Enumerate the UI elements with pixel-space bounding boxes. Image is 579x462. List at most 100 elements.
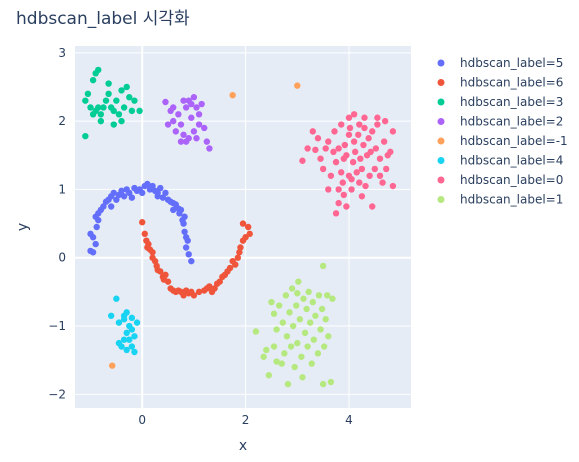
data-point	[115, 111, 123, 118]
data-point	[139, 219, 146, 226]
legend-label: hdbscan_label=-1	[460, 134, 568, 148]
data-point	[162, 98, 169, 106]
y-tick-label: −1	[48, 319, 66, 333]
legend-item: hdbscan_label=0	[437, 173, 563, 187]
data-point	[289, 322, 297, 330]
data-point	[110, 121, 117, 128]
data-point	[300, 295, 307, 302]
data-point	[190, 128, 198, 135]
data-point	[350, 138, 358, 145]
data-point	[345, 114, 353, 121]
data-point	[87, 104, 94, 111]
data-point	[314, 350, 322, 357]
data-point	[345, 131, 353, 138]
legend-marker	[437, 196, 445, 203]
data-point	[193, 104, 200, 111]
data-point	[118, 117, 125, 125]
data-point	[288, 285, 296, 292]
data-point	[154, 193, 161, 200]
data-point	[382, 165, 390, 173]
data-point	[181, 213, 188, 220]
data-point	[128, 314, 136, 322]
data-point	[180, 220, 187, 227]
data-point	[265, 372, 273, 379]
data-point	[273, 326, 280, 333]
data-point	[389, 182, 397, 190]
data-point	[283, 333, 291, 340]
legend-label: hdbscan_label=6	[460, 76, 563, 90]
data-point	[341, 141, 349, 149]
data-point	[145, 240, 152, 248]
data-point	[236, 249, 243, 256]
data-point	[185, 251, 192, 258]
data-point	[346, 124, 354, 132]
data-point	[211, 285, 218, 292]
data-point	[110, 189, 117, 197]
series-points	[299, 111, 397, 217]
legend-label: hdbscan_label=4	[460, 154, 563, 168]
data-point	[120, 316, 128, 323]
data-point	[380, 138, 388, 145]
data-point	[234, 254, 242, 261]
data-point	[195, 288, 203, 296]
grid-lines	[75, 46, 411, 408]
legend-item: hdbscan_label=3	[437, 95, 563, 109]
data-point	[353, 169, 360, 176]
data-point	[387, 148, 394, 156]
data-point	[115, 319, 123, 326]
data-point	[128, 326, 136, 333]
data-point	[294, 290, 301, 297]
data-point	[356, 179, 363, 186]
data-point	[312, 312, 319, 319]
data-point	[120, 104, 128, 111]
data-point	[263, 346, 270, 354]
data-points	[82, 66, 397, 388]
data-point	[213, 280, 221, 287]
data-point	[335, 145, 342, 152]
data-point	[358, 165, 366, 173]
series-points	[252, 262, 336, 388]
legend-marker	[437, 79, 445, 86]
data-point	[100, 203, 107, 210]
data-point	[360, 141, 367, 149]
series-points	[162, 94, 213, 152]
data-point	[190, 94, 198, 101]
data-point	[357, 155, 364, 162]
data-point	[115, 339, 123, 347]
data-point	[335, 199, 342, 207]
y-tick-label: 2	[58, 114, 66, 128]
data-point	[314, 135, 322, 142]
data-point	[270, 343, 278, 350]
data-point	[330, 148, 337, 156]
data-point	[118, 87, 125, 94]
data-point	[369, 128, 376, 135]
legend: hdbscan_label=5 hdbscan_label=6 hdbscan_la…	[437, 56, 568, 207]
series-points	[82, 66, 143, 140]
data-point	[188, 114, 195, 121]
data-point	[356, 121, 363, 128]
data-point	[102, 97, 110, 104]
data-point	[92, 240, 99, 248]
data-point	[376, 172, 384, 179]
data-point	[177, 121, 185, 128]
data-point	[366, 172, 373, 179]
data-point	[294, 339, 301, 347]
x-tick-label: 4	[345, 413, 353, 427]
legend-marker	[437, 98, 445, 106]
series-points	[109, 82, 301, 369]
data-point	[304, 343, 311, 350]
data-point	[107, 203, 115, 210]
legend-label: hdbscan_label=2	[460, 115, 563, 129]
data-point	[170, 206, 177, 214]
data-point	[82, 132, 89, 140]
data-point	[275, 302, 283, 309]
data-point	[206, 145, 213, 152]
data-point	[120, 336, 128, 343]
data-point	[279, 319, 287, 326]
data-point	[188, 100, 195, 108]
data-point	[349, 158, 357, 166]
data-point	[184, 237, 191, 244]
data-point	[332, 158, 340, 166]
legend-item: hdbscan_label=2	[437, 115, 563, 129]
